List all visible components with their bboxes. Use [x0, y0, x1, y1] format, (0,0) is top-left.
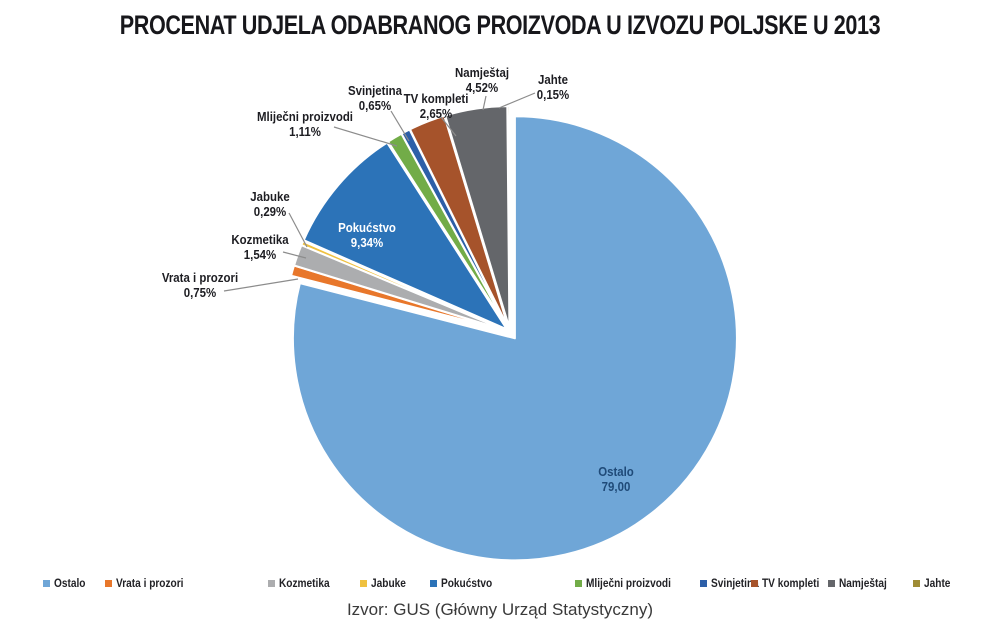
legend-item-tv-kompleti: TV kompleti [751, 577, 827, 590]
legend-label: Jabuke [371, 577, 406, 590]
legend-swatch-kozmetika [268, 580, 275, 587]
legend-item-ostalo: Ostalo [43, 577, 90, 590]
legend-label: Vrata i prozori [116, 577, 184, 590]
legend-item-pokucstvo: Pokućstvo [430, 577, 499, 590]
legend-label: Kozmetika [279, 577, 330, 590]
legend-item-mlijecni-proizvodi: Mliječni proizvodi [575, 577, 682, 590]
legend-label: Namještaj [839, 577, 887, 590]
legend-item-namjestaj: Namještaj [828, 577, 893, 590]
legend-label: Mliječni proizvodi [586, 577, 671, 590]
legend-label: Pokućstvo [441, 577, 493, 590]
pie-slice-pokucstvo [302, 141, 508, 331]
legend-label: Jahte [924, 577, 951, 590]
pie-slice-jahte [506, 104, 511, 329]
legend-swatch-ostalo [43, 580, 50, 587]
legend-swatch-jahte [913, 580, 920, 587]
legend-label: TV kompleti [762, 577, 820, 590]
leader-line-mlijecni-proizvodi [333, 126, 398, 147]
legend-swatch-tv-kompleti [751, 580, 758, 587]
legend-swatch-vrata-i-prozori [105, 580, 112, 587]
legend-item-jahte: Jahte [913, 577, 954, 590]
legend-swatch-svinjetina [700, 580, 707, 587]
pie-slice-jabuke [300, 240, 508, 332]
legend-item-jabuke: Jabuke [360, 577, 411, 590]
leader-line-namjestaj [482, 95, 487, 111]
leader-line-kozmetika [282, 251, 307, 259]
leader-line-jabuke [288, 212, 308, 248]
legend-item-svinjetina: Svinjetina [700, 577, 765, 590]
leader-line-tv-kompleti [440, 116, 457, 137]
legend-swatch-namjestaj [828, 580, 835, 587]
leader-line-vrata-i-prozori [223, 278, 299, 292]
legend-label: Ostalo [54, 577, 86, 590]
legend-swatch-jabuke [360, 580, 367, 587]
leader-line-jahte [498, 92, 536, 109]
legend-swatch-pokucstvo [430, 580, 437, 587]
legend-swatch-mlijecni-proizvodi [575, 580, 582, 587]
source-caption: Izvor: GUS (Główny Urząd Statystyczny) [346, 600, 654, 619]
legend-item-kozmetika: Kozmetika [268, 577, 337, 590]
legend: Ostalo Vrata i prozori Kozmetika Jabuke Poku… [0, 577, 1000, 592]
legend-label: Svinjetina [711, 577, 759, 590]
chart-title: PROCENAT UDJELA ODABRANOG PROIZVODA U IZ… [119, 10, 881, 40]
leader-line-svinjetina [390, 110, 410, 142]
legend-item-vrata-i-prozori: Vrata i prozori [105, 577, 193, 590]
pie-slice-ostalo [292, 115, 738, 562]
